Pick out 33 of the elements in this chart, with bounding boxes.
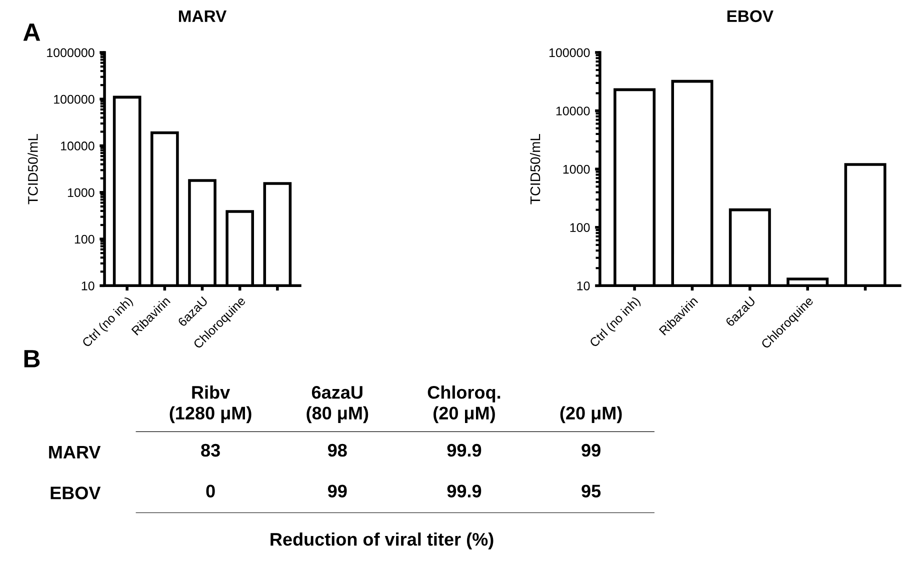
y-axis-title: TCID50/mL — [28, 134, 38, 204]
y-tick-label: 100 — [74, 234, 94, 244]
data-label: 99.9 — [447, 484, 482, 498]
x-tick-label: Ctrl (no inh) — [588, 296, 642, 350]
y-tick-label: MARV — [49, 446, 101, 458]
y-tick-label: 1000000 — [47, 48, 94, 58]
chart-title: MARV — [178, 10, 227, 22]
y-tick-label: EBOV — [50, 486, 101, 500]
data-label: 95 — [582, 484, 601, 498]
y-tick-label: 1000 — [563, 164, 590, 174]
chart-title: EBOV — [727, 10, 774, 22]
y-tick-label: 10 — [82, 281, 94, 290]
data-label: 99 — [328, 484, 347, 498]
x-tick-label: Ribv (1280 μM) — [170, 386, 252, 424]
y-tick-label: 100000 — [549, 48, 590, 58]
x-tick-label: (20 μM) — [560, 406, 622, 424]
y-tick-label: 100 — [570, 223, 590, 232]
data-label: 99 — [582, 444, 600, 457]
x-axis-title: Reduction of viral titer (%) — [270, 532, 494, 550]
x-tick-label: 6azaU (80 μM) — [306, 386, 368, 424]
y-tick-label: 10000 — [556, 106, 590, 116]
text: B — [24, 350, 40, 368]
y-tick-label: 1000 — [68, 188, 94, 198]
y-tick-label: 100000 — [54, 94, 94, 104]
y-axis-title: TCID50/mL — [530, 134, 540, 204]
data-label: 98 — [328, 444, 347, 457]
data-label: 83 — [201, 444, 220, 457]
data-label: 99.9 — [447, 444, 482, 457]
x-tick-label: Chloroq. (20 μM) — [428, 386, 500, 424]
y-tick-label: 10000 — [61, 142, 94, 150]
y-tick-label: 10 — [577, 281, 590, 290]
data-label: 0 — [206, 484, 215, 498]
text: A — [23, 24, 40, 41]
